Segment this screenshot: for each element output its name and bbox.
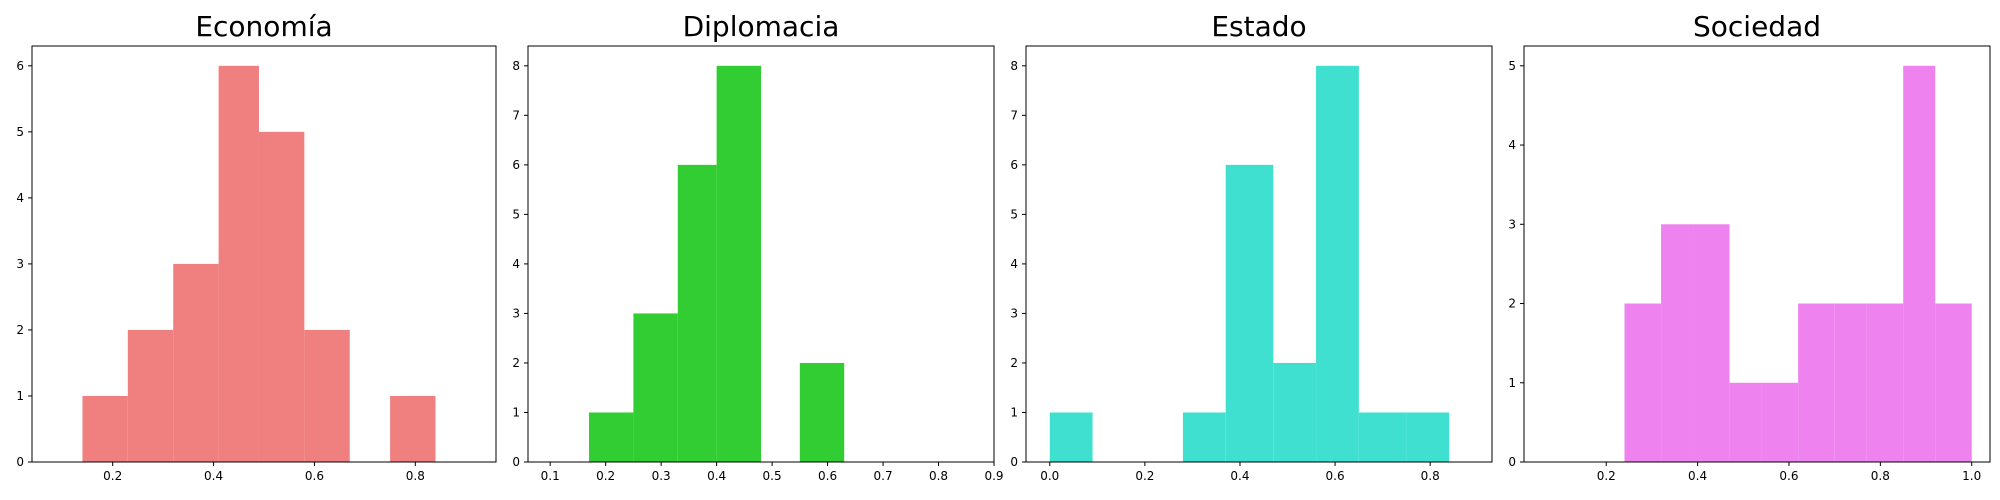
y-tick-label: 6 xyxy=(16,59,24,73)
histogram-bar xyxy=(82,395,128,462)
x-tick-label: 0.9 xyxy=(984,469,1003,483)
x-tick-label: 0.8 xyxy=(1871,469,1890,483)
axes-frame xyxy=(527,45,995,463)
y-tick-label: 4 xyxy=(16,191,24,205)
x-tick-label: 0.4 xyxy=(204,469,223,483)
y-tick-label: 5 xyxy=(1508,59,1516,73)
y-tick-label: 5 xyxy=(16,125,24,139)
y-tick-label: 0 xyxy=(16,455,24,469)
chart-title: Estado xyxy=(1211,10,1306,43)
y-tick-label: 8 xyxy=(1010,59,1018,73)
y-tick-label: 4 xyxy=(512,257,520,271)
y-tick-label: 3 xyxy=(512,306,520,320)
x-tick-label: 0.3 xyxy=(652,469,671,483)
x-tick-label: 0.4 xyxy=(707,469,726,483)
chart-panel-3: 0.0 0.2 0.4 0.6 0.8 0 1 2 3 4 5 6 7 8 Estado xyxy=(1010,10,1493,483)
x-tick-label: 0.8 xyxy=(929,469,948,483)
y-tick-label: 2 xyxy=(16,323,24,337)
histogram-bar xyxy=(1406,412,1450,462)
histogram-bar xyxy=(1834,303,1867,462)
histogram-bar xyxy=(716,65,761,463)
histogram-bar xyxy=(1693,224,1730,462)
x-tick-label: 0.8 xyxy=(406,469,425,483)
histogram-bar xyxy=(258,131,305,463)
y-tick-label: 0 xyxy=(1508,455,1516,469)
y-tick-label: 7 xyxy=(512,108,520,122)
histogram-bar xyxy=(218,65,259,463)
x-tick-label: 1.0 xyxy=(1962,469,1981,483)
chart-title: Economía xyxy=(195,10,332,43)
histogram-bar xyxy=(1182,412,1226,462)
y-tick-label: 0 xyxy=(1010,455,1018,469)
histogram-bar xyxy=(1866,303,1904,462)
x-tick-label: 0.4 xyxy=(1230,469,1249,483)
y-tick-label: 0 xyxy=(512,455,520,469)
histogram-bar xyxy=(1761,382,1799,462)
chart-panel-2: 0.1 0.2 0.3 0.4 0.5 0.6 0.7 0.8 0.9 0 1 2 3 4 5 6 7 8 Dipl… xyxy=(512,10,1003,483)
y-tick-label: 6 xyxy=(512,158,520,172)
x-tick-label: 0.2 xyxy=(596,469,615,483)
y-tick-label: 3 xyxy=(1010,306,1018,320)
histogram-bar xyxy=(173,263,219,462)
chart-panel-1: 0.2 0.4 0.6 0.8 0 1 2 3 4 5 6 Economía xyxy=(16,10,497,483)
histogram-bar xyxy=(589,412,634,462)
y-tick-label: 3 xyxy=(16,257,24,271)
x-tick-label: 0.1 xyxy=(541,469,560,483)
x-tick-label: 0.6 xyxy=(818,469,837,483)
histogram-bar xyxy=(1225,164,1274,462)
y-tick-label: 2 xyxy=(1508,297,1516,311)
y-tick-label: 2 xyxy=(512,356,520,370)
histogram-bar xyxy=(1729,382,1762,462)
histogram-bar xyxy=(304,329,350,462)
chart-panel-4: 0.2 0.4 0.6 0.8 1.0 0 1 2 3 4 5 Sociedad xyxy=(1508,10,1991,483)
x-tick-label: 0.6 xyxy=(305,469,324,483)
y-tick-label: 7 xyxy=(1010,108,1018,122)
y-tick-label: 6 xyxy=(1010,158,1018,172)
x-tick-label: 0.8 xyxy=(1421,469,1440,483)
x-tick-label: 0.2 xyxy=(1135,469,1154,483)
histogram-bar xyxy=(1935,303,1972,462)
y-tick-label: 1 xyxy=(1010,405,1018,419)
chart-title: Sociedad xyxy=(1693,10,1821,43)
histogram-bar xyxy=(633,313,678,462)
y-tick-label: 4 xyxy=(1010,257,1018,271)
x-tick-label: 0.2 xyxy=(1597,469,1616,483)
histogram-bar xyxy=(1903,65,1936,463)
x-tick-label: 0.2 xyxy=(103,469,122,483)
histogram-bar xyxy=(127,329,174,462)
y-tick-label: 4 xyxy=(1508,138,1516,152)
histogram-bar xyxy=(1049,412,1093,462)
chart-title: Diplomacia xyxy=(683,10,840,43)
histogram-bar xyxy=(1798,303,1835,462)
histogram-bar xyxy=(1273,362,1317,462)
y-tick-label: 3 xyxy=(1508,217,1516,231)
histogram-bar xyxy=(1316,65,1359,463)
histogram-bar xyxy=(677,164,717,462)
y-tick-label: 8 xyxy=(512,59,520,73)
x-tick-label: 0.6 xyxy=(1326,469,1345,483)
x-tick-label: 0.4 xyxy=(1688,469,1707,483)
x-tick-label: 0.6 xyxy=(1779,469,1798,483)
x-tick-label: 0.5 xyxy=(763,469,782,483)
y-tick-label: 1 xyxy=(1508,376,1516,390)
histogram-bar xyxy=(1358,412,1407,462)
x-tick-label: 0.7 xyxy=(874,469,893,483)
axes-frame xyxy=(1523,45,1991,463)
y-tick-label: 5 xyxy=(1010,207,1018,221)
y-tick-label: 5 xyxy=(512,207,520,221)
y-tick-label: 1 xyxy=(512,405,520,419)
axes-frame xyxy=(31,45,497,463)
histogram-bar xyxy=(390,395,436,462)
axes-frame xyxy=(1025,45,1493,463)
histogram-bar xyxy=(1624,303,1662,462)
histogram-bar xyxy=(1661,224,1694,462)
y-tick-label: 2 xyxy=(1010,356,1018,370)
x-tick-label: 0.0 xyxy=(1040,469,1059,483)
histogram-bar xyxy=(799,362,845,462)
y-tick-label: 1 xyxy=(16,389,24,403)
